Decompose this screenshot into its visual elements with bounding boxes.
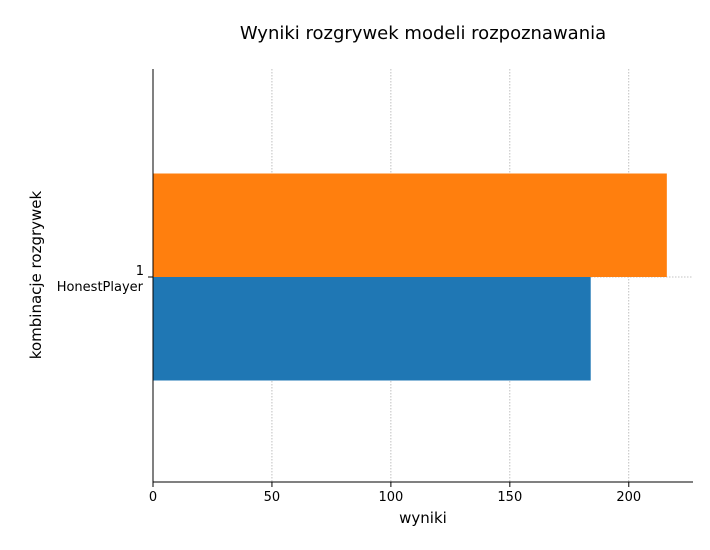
bar-series-0 (153, 277, 591, 381)
x-tick-label: 200 (616, 490, 641, 505)
chart-title: Wyniki rozgrywek modeli rozpoznawania (240, 23, 606, 44)
y-axis-label: kombinacje rozgrywek (27, 191, 45, 360)
x-tick-label: 150 (497, 490, 522, 505)
bars (153, 173, 667, 381)
x-tick-label: 100 (378, 490, 403, 505)
x-axis-label: wyniki (399, 509, 447, 527)
y-tick-label-name: HonestPlayer (57, 280, 144, 295)
bar-series-1 (153, 173, 667, 277)
x-tick-label: 50 (264, 490, 281, 505)
x-ticks: 0 50 100 150 200 (149, 482, 641, 505)
y-tick-label-index: 1 (136, 264, 144, 279)
x-tick-label: 0 (149, 490, 157, 505)
